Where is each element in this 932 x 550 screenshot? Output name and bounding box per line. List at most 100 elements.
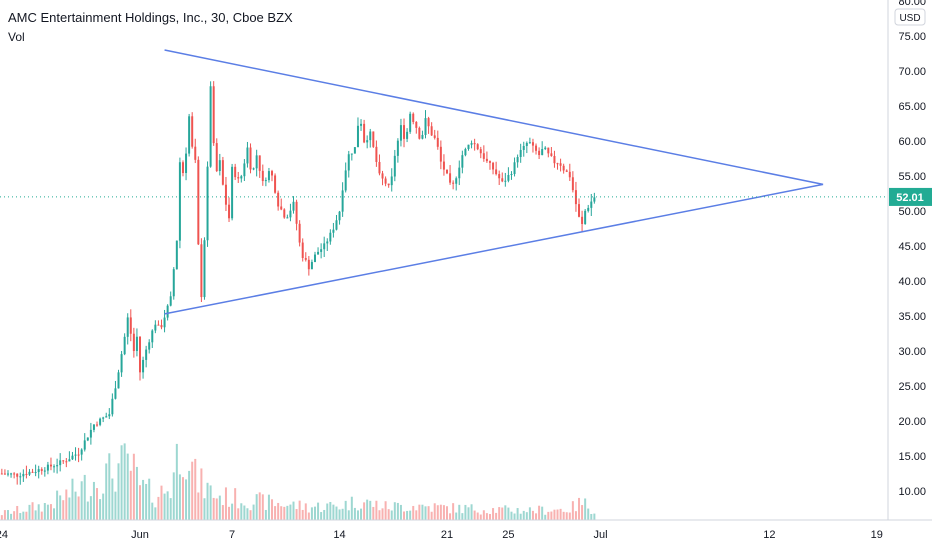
last-price-badge	[889, 187, 932, 206]
candle-body	[504, 180, 507, 182]
volume-bar	[562, 511, 565, 520]
candle-body	[246, 147, 249, 164]
volume-bar	[574, 511, 577, 520]
candle-body	[341, 190, 344, 212]
candle-body	[350, 153, 353, 155]
candle-body	[185, 153, 188, 174]
candle-body	[332, 229, 335, 233]
volume-bar	[148, 478, 151, 520]
candle-body	[237, 177, 240, 179]
price-tick-label: 55.00	[898, 171, 926, 183]
volume-bar	[473, 510, 476, 520]
candle-body	[145, 349, 148, 360]
candle-body	[228, 204, 231, 219]
candle-body	[258, 155, 261, 171]
volume-bar	[587, 508, 590, 520]
candle-body	[550, 153, 553, 156]
candle-body	[163, 317, 166, 328]
volume-bar	[556, 509, 559, 520]
candle-body	[123, 336, 126, 355]
volume-bar	[332, 504, 335, 520]
candle-body	[43, 470, 46, 472]
volume-bar	[525, 512, 528, 520]
volume-bar	[366, 499, 369, 520]
candle-body	[488, 161, 491, 163]
volume-bar	[363, 502, 366, 520]
candle-body	[381, 173, 384, 179]
candle-body	[206, 166, 209, 241]
volume-bar	[22, 511, 25, 520]
candle-body	[375, 146, 378, 162]
candle-body	[338, 211, 341, 221]
volume-bar	[301, 509, 304, 520]
candle-body	[329, 232, 332, 242]
volume-bar	[68, 497, 71, 520]
candle-body	[406, 131, 409, 139]
volume-bar	[531, 510, 534, 520]
volume-bar	[295, 509, 298, 520]
volume-bar	[271, 499, 274, 520]
candle-body	[274, 175, 277, 193]
candle-body	[261, 170, 264, 182]
volume-bar	[59, 495, 62, 520]
volume-bar	[197, 492, 200, 520]
volume-bar	[372, 506, 375, 520]
candle-body	[528, 142, 531, 144]
volume-bar	[3, 510, 6, 520]
candle-body	[522, 146, 525, 150]
candle-body	[68, 459, 71, 462]
candle-body	[157, 324, 160, 326]
volume-bar	[482, 510, 485, 520]
price-tick-label: 65.00	[898, 101, 926, 113]
volume-bar	[258, 492, 261, 520]
volume-bar	[80, 481, 83, 520]
candle-body	[574, 190, 577, 205]
currency-box	[894, 8, 926, 26]
candle-body	[71, 455, 74, 460]
volume-bar	[590, 513, 593, 520]
candle-body	[264, 180, 267, 182]
volume-bar	[252, 504, 255, 520]
volume-bar	[513, 513, 516, 520]
volume-bar	[86, 501, 89, 520]
volume-bar	[135, 466, 138, 520]
volume-bar	[488, 513, 491, 520]
candle-body	[492, 162, 495, 170]
volume-bar	[307, 512, 310, 520]
volume-bar	[317, 502, 320, 520]
volume-bar	[430, 511, 433, 520]
candle-body	[556, 163, 559, 165]
candle-body	[307, 259, 310, 270]
volume-bar	[206, 482, 209, 520]
price-tick-label: 25.00	[898, 381, 926, 393]
candle-body	[320, 249, 323, 252]
candle-body	[31, 471, 34, 473]
candle-body	[117, 372, 120, 389]
candle-body	[74, 454, 77, 456]
volume-bar	[175, 443, 178, 520]
volume-bar	[218, 495, 221, 520]
volume-bar	[584, 498, 587, 520]
volume-bar	[289, 504, 292, 520]
volume-bar	[350, 496, 353, 520]
candle-body	[525, 142, 528, 147]
candle-body	[578, 204, 581, 217]
candle-body	[562, 165, 565, 171]
volume-bar	[53, 508, 56, 520]
candle-body	[424, 118, 427, 135]
volume-bar	[501, 507, 504, 520]
volume-bar	[172, 472, 175, 520]
volume-bar	[559, 508, 562, 520]
candle-body	[298, 223, 301, 243]
candle-body	[344, 170, 347, 191]
candle-body	[479, 149, 482, 154]
volume-bar	[10, 513, 13, 520]
candle-body	[286, 217, 289, 219]
candle-body	[390, 176, 393, 186]
candle-body	[80, 449, 83, 455]
candle-body	[40, 469, 43, 471]
candle-body	[28, 471, 31, 475]
volume-bar	[243, 505, 246, 520]
volume-bar	[310, 507, 313, 520]
